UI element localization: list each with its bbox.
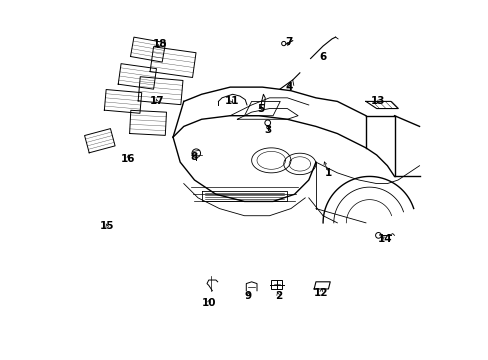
Text: 7: 7 bbox=[285, 37, 292, 48]
Text: 4: 4 bbox=[285, 82, 292, 92]
Text: 5: 5 bbox=[256, 104, 264, 113]
Text: 12: 12 bbox=[313, 288, 328, 297]
Text: 9: 9 bbox=[244, 291, 251, 301]
Text: 8: 8 bbox=[190, 152, 198, 162]
Text: 18: 18 bbox=[153, 39, 167, 49]
Text: 14: 14 bbox=[378, 234, 392, 244]
Text: 2: 2 bbox=[274, 291, 282, 301]
Text: 17: 17 bbox=[149, 96, 164, 107]
Text: 13: 13 bbox=[370, 96, 385, 107]
Text: 10: 10 bbox=[201, 298, 216, 308]
Text: 1: 1 bbox=[324, 168, 331, 178]
Text: 15: 15 bbox=[100, 221, 114, 231]
Bar bbox=[271, 280, 282, 289]
Text: 6: 6 bbox=[319, 52, 326, 62]
Text: 11: 11 bbox=[224, 96, 239, 107]
Text: 16: 16 bbox=[121, 154, 135, 163]
Text: 3: 3 bbox=[264, 125, 271, 135]
